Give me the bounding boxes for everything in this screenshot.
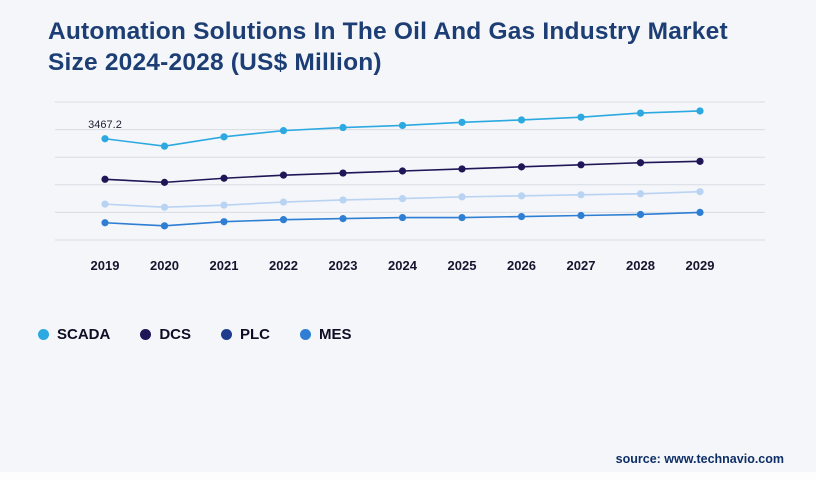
legend-item-plc: PLC (221, 326, 270, 343)
svg-text:2025: 2025 (448, 258, 477, 273)
svg-text:2023: 2023 (329, 258, 358, 273)
source-value: www.technavio.com (664, 452, 784, 466)
svg-text:2019: 2019 (91, 258, 120, 273)
legend-dot-scada-icon (38, 329, 49, 340)
footer-strip (0, 472, 816, 480)
svg-text:2024: 2024 (388, 258, 418, 273)
legend-label-mes: MES (319, 326, 352, 343)
chart-canvas: 2019 2020 2021 2022 2023 2024 2025 2026 2027 2028… (55, 101, 765, 273)
svg-text:2021: 2021 (210, 258, 239, 273)
legend-label-plc: PLC (240, 326, 271, 343)
legend-label-scada: SCADA (57, 326, 111, 343)
page-title: Automation Solutions In The Oil And Gas … (48, 18, 728, 77)
svg-text:2022: 2022 (269, 258, 298, 273)
legend-dot-mes-icon (300, 329, 312, 340)
svg-text:2028: 2028 (626, 258, 655, 273)
svg-text:2020: 2020 (150, 258, 179, 273)
legend-item-scada: SCADA (38, 326, 110, 343)
legend-dot-plc-icon (221, 329, 233, 340)
source-attribution: source: www.technavio.com (616, 452, 784, 466)
line-chart: 2019 2020 2021 2022 2023 2024 2025 2026 2027 2028… (0, 88, 816, 298)
source-label: source: (615, 452, 661, 466)
chart-legend: SCADA DCS PLC MES (38, 326, 352, 343)
legend-item-dcs: DCS (140, 326, 191, 343)
data-label-scada-2019: 3467.2 (88, 119, 122, 131)
svg-text:2029: 2029 (686, 258, 715, 273)
svg-text:2026: 2026 (507, 258, 536, 273)
legend-item-mes: MES (300, 326, 352, 343)
legend-dot-dcs-icon (140, 329, 152, 340)
legend-label-dcs: DCS (159, 326, 192, 343)
svg-text:2027: 2027 (567, 258, 596, 273)
